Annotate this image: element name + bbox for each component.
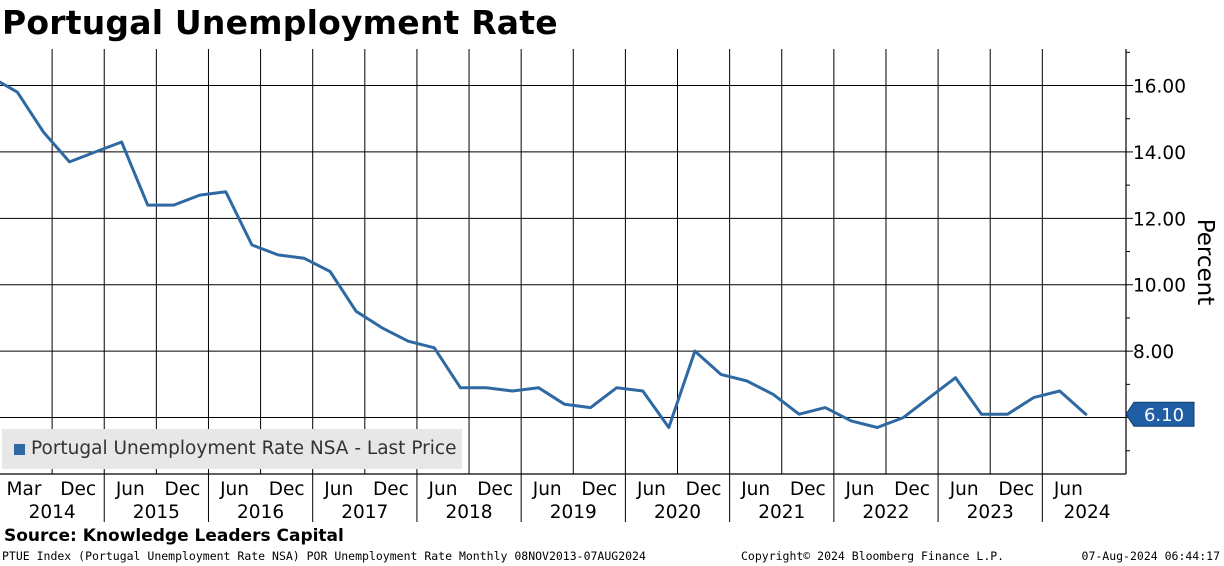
x-month-label: Jun xyxy=(740,479,770,500)
y-axis-ticks: 16.00 14.00 12.00 10.00 8.00 xyxy=(1126,51,1186,452)
last-price-marker: 6.10 xyxy=(1125,401,1195,427)
y-tick-label: 12.00 xyxy=(1133,209,1186,230)
last-price-box xyxy=(1125,401,1195,427)
x-month-label: Jun xyxy=(219,479,249,500)
x-year-label: 2020 xyxy=(654,502,701,523)
x-year-label: 2023 xyxy=(967,502,1014,523)
axes xyxy=(0,49,1127,475)
footer-index-description: PTUE Index (Portugal Unemployment Rate N… xyxy=(2,549,646,563)
x-month-label: Dec xyxy=(581,479,617,500)
x-month-label: Dec xyxy=(686,479,722,500)
source-note: Source: Knowledge Leaders Capital xyxy=(4,526,344,546)
footer-copyright: Copyright© 2024 Bloomberg Finance L.P. xyxy=(741,549,1005,563)
y-tick-label: 16.00 xyxy=(1133,77,1186,98)
x-month-label: Jun xyxy=(323,479,353,500)
x-month-label: Dec xyxy=(477,479,513,500)
x-month-label: Mar xyxy=(7,479,42,500)
x-month-label: Jun xyxy=(636,479,666,500)
x-year-label: 2015 xyxy=(133,502,180,523)
x-axis-labels: Mar Dec Jun Dec Jun Dec Jun Dec Jun Dec Jun Dec Jun D… xyxy=(7,474,1111,523)
footer-timestamp: 07-Aug-2024 06:44:17 xyxy=(1081,549,1220,563)
legend-swatch xyxy=(14,444,25,455)
x-month-label: Dec xyxy=(790,479,826,500)
x-year-label: 2018 xyxy=(445,502,492,523)
x-year-label: 2019 xyxy=(550,502,597,523)
x-month-label: Jun xyxy=(1053,479,1083,500)
x-year-label: 2021 xyxy=(758,502,805,523)
x-year-label: 2014 xyxy=(29,502,76,523)
x-month-label: Dec xyxy=(373,479,409,500)
y-tick-label: 10.00 xyxy=(1133,276,1186,297)
last-price-label: 6.10 xyxy=(1144,405,1184,426)
chart-title: Portugal Unemployment Rate xyxy=(2,3,558,42)
series-path xyxy=(0,80,1088,429)
x-month-label: Jun xyxy=(532,479,562,500)
x-month-label: Dec xyxy=(60,479,96,500)
x-year-label: 2016 xyxy=(237,502,284,523)
x-month-label: Jun xyxy=(115,479,145,500)
x-month-label: Jun xyxy=(949,479,979,500)
y-tick-label: 14.00 xyxy=(1133,143,1186,164)
x-month-label: Jun xyxy=(428,479,458,500)
horizontal-gridlines xyxy=(0,85,1126,419)
legend: Portugal Unemployment Rate NSA - Last Pr… xyxy=(2,429,462,469)
x-month-label: Dec xyxy=(269,479,305,500)
y-tick-label: 8.00 xyxy=(1133,342,1174,363)
x-month-label: Dec xyxy=(998,479,1034,500)
legend-label: Portugal Unemployment Rate NSA - Last Pr… xyxy=(31,438,457,459)
x-year-label: 2024 xyxy=(1063,502,1110,523)
x-month-label: Jun xyxy=(844,479,874,500)
x-month-label: Dec xyxy=(164,479,200,500)
vertical-gridlines xyxy=(51,49,1043,474)
y-axis-label: Percent xyxy=(1192,219,1218,306)
x-year-label: 2022 xyxy=(862,502,909,523)
series-line xyxy=(0,80,1088,429)
x-year-label: 2017 xyxy=(341,502,388,523)
x-month-label: Dec xyxy=(894,479,930,500)
